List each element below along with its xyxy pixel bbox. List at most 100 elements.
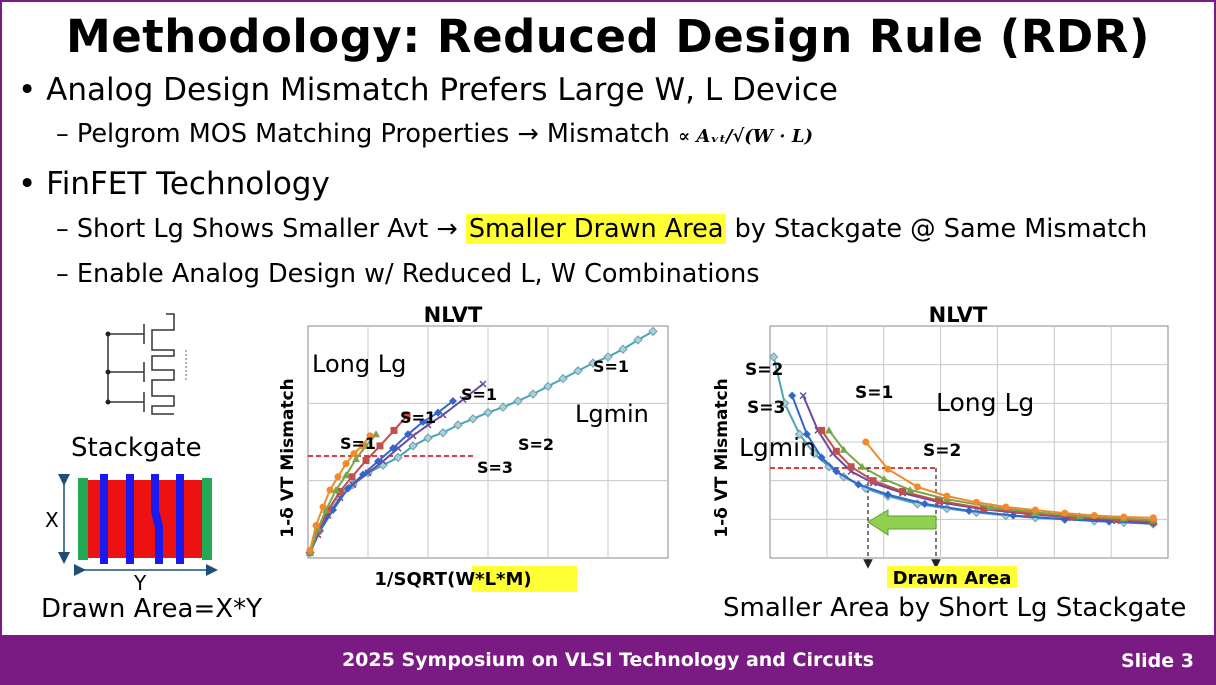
stackgate-label: Stackgate (71, 433, 202, 463)
chart2-s2-left: S=2 (745, 360, 783, 380)
chart2-title: NLVT (929, 303, 988, 327)
chart1-series-3-point (404, 430, 412, 439)
bullet-2-text: FinFET Technology (46, 166, 330, 202)
chart1-series-1-point (453, 420, 463, 430)
bullet-2-sub-1-pre: Short Lg Shows Smaller Avt → (76, 214, 458, 244)
chart1-series-3-point (434, 408, 442, 417)
chart1-title: NLVT (424, 303, 483, 327)
chart1-series-5-point (372, 430, 380, 438)
chart2-series-4-point (1112, 515, 1120, 523)
chart1-series-5-point (332, 485, 340, 493)
chart1-series-6-point (342, 460, 350, 468)
bullet-1-sub: – Pelgrom MOS Matching Properties → Mism… (56, 119, 813, 149)
chart1-series-3-point (359, 470, 367, 479)
slide-title: Methodology: Reduced Design Rule (RDR) (65, 10, 1150, 63)
chart2-series-6-point (943, 492, 951, 500)
chart1-series-4-point (403, 412, 411, 420)
chart1-series-1-point (558, 373, 568, 384)
left-contact (78, 478, 88, 560)
chart1-series-1-point (633, 335, 643, 345)
chart1-series-6-point (306, 546, 314, 554)
chart1-series-1-point (618, 344, 628, 354)
chart1-series-1-point (648, 326, 658, 337)
layout-diagram (58, 474, 218, 576)
chart1-series-6-point (326, 486, 334, 494)
chart2-lgmin: Lgmin (739, 433, 816, 462)
chart1-xlabel: 1/SQRT(W*L*M) (374, 569, 531, 590)
chart2-series-6-point (884, 465, 892, 473)
chart1-series-1-point (603, 352, 613, 362)
chart1-s2: S=2 (518, 435, 554, 454)
pelgrom-formula: ∝ Aᵥₜ/√(W · L) (678, 126, 813, 147)
chart2-series-2-point (965, 506, 973, 515)
chart2-series-4-point (832, 447, 840, 455)
chart2-series-6-point (1031, 506, 1039, 514)
chart2-ylabel: 1-δ VT Mismatch (712, 378, 732, 538)
chart2-series-5-point (987, 502, 996, 510)
chart2-series-2-point (883, 490, 892, 499)
chart1-series-6-point (366, 432, 374, 440)
drawn-area-formula: Drawn Area=X*Y (41, 594, 262, 624)
chart2-series-4-point (818, 426, 826, 434)
chart1-series-1-point (393, 452, 403, 463)
chart2-series-4-point (847, 463, 855, 471)
chart2-caption: Smaller Area by Short Lg Stackgate (723, 593, 1187, 623)
chart1-series-1-point (528, 389, 538, 399)
bullet-2-sub-1: – Short Lg Shows Smaller Avt → Smaller D… (56, 214, 1148, 244)
chart1-series-6-point (334, 473, 342, 481)
chart1-series-2-point (459, 395, 467, 403)
chart2-series-6-point (913, 483, 921, 491)
chart1-series-1-point (573, 366, 583, 376)
chart1-series-2-point (479, 380, 487, 388)
chart1-s1-red: S=1 (340, 434, 376, 453)
chart1-series-1-point (423, 433, 433, 443)
bullet-1-text: Analog Design Mismatch Prefers Large W, … (46, 72, 838, 108)
chart2-series-2-point (1060, 515, 1069, 524)
chart2-series-6-point (1090, 511, 1098, 519)
chart1-series-2-point (424, 421, 432, 429)
chart2-series-2-point (920, 499, 929, 508)
chart1-series-3-point (374, 457, 382, 466)
bullet-1: • Analog Design Mismatch Prefers Large W… (18, 72, 838, 108)
chart1-ylabel: 1-δ VT Mismatch (278, 378, 298, 538)
area-reduction-arrow-icon (867, 509, 937, 536)
chart1-series-4-point (362, 457, 370, 465)
chart1-s3: S=3 (477, 458, 513, 477)
highlight-smaller-drawn-area: Smaller Drawn Area (465, 214, 727, 244)
chart1-series-5-point (342, 471, 350, 479)
bullet-1-sub-text: Pelgrom MOS Matching Properties → Mismat… (76, 119, 670, 149)
slide-frame (0, 0, 1216, 635)
chart2-series-6-point (862, 438, 870, 446)
chart2-series-3-point (799, 392, 807, 400)
chart1-series-4-point (376, 442, 384, 450)
chart2-series-6-point (1061, 509, 1069, 517)
chart2-series-2-point (788, 391, 797, 400)
chart2-s1: S=1 (855, 383, 893, 403)
chart1-series-3-point (449, 397, 457, 406)
chart2-s3: S=3 (747, 398, 785, 418)
chart1-series-6-point (358, 442, 366, 450)
chart2-series-6-point (1002, 503, 1010, 511)
chart1-s1-blue: S=1 (400, 408, 436, 427)
chart2-series-4-point (936, 497, 944, 505)
chart1-xlabel-highlight (472, 566, 577, 592)
chart1-series-3-point (344, 484, 352, 493)
chart-mismatch-vs-sqrt: NLVT Long Lg Lgmin S=1 S=1 S=1 S=1 S=2 S… (278, 303, 669, 592)
chart1-series-3-point (389, 444, 397, 453)
chart2-series-4-point (869, 477, 877, 485)
chart2-long-lg: Long Lg (936, 388, 1034, 417)
chart2-xlabel-highlight (887, 566, 1017, 588)
chart2-s2-right: S=2 (923, 441, 961, 461)
chart1-series-1-point (588, 358, 598, 368)
chart1-series-1-point (483, 407, 493, 418)
chart2-series-6-point (1149, 514, 1157, 522)
chart2-series-5-point (906, 485, 915, 493)
chart1-series-5-point (322, 506, 330, 514)
chart1-s1-purple: S=1 (461, 385, 497, 404)
chart1-xlabel-highlight-text: W*L*M) (455, 569, 531, 590)
chart1-s1-top: S=1 (593, 357, 629, 376)
chart1-series-1-point (498, 402, 508, 412)
chart1-series-1-point (513, 396, 523, 406)
bullet-2-sub-1-post: by Stackgate @ Same Mismatch (734, 214, 1148, 244)
chart1-series-1-point (543, 381, 553, 392)
